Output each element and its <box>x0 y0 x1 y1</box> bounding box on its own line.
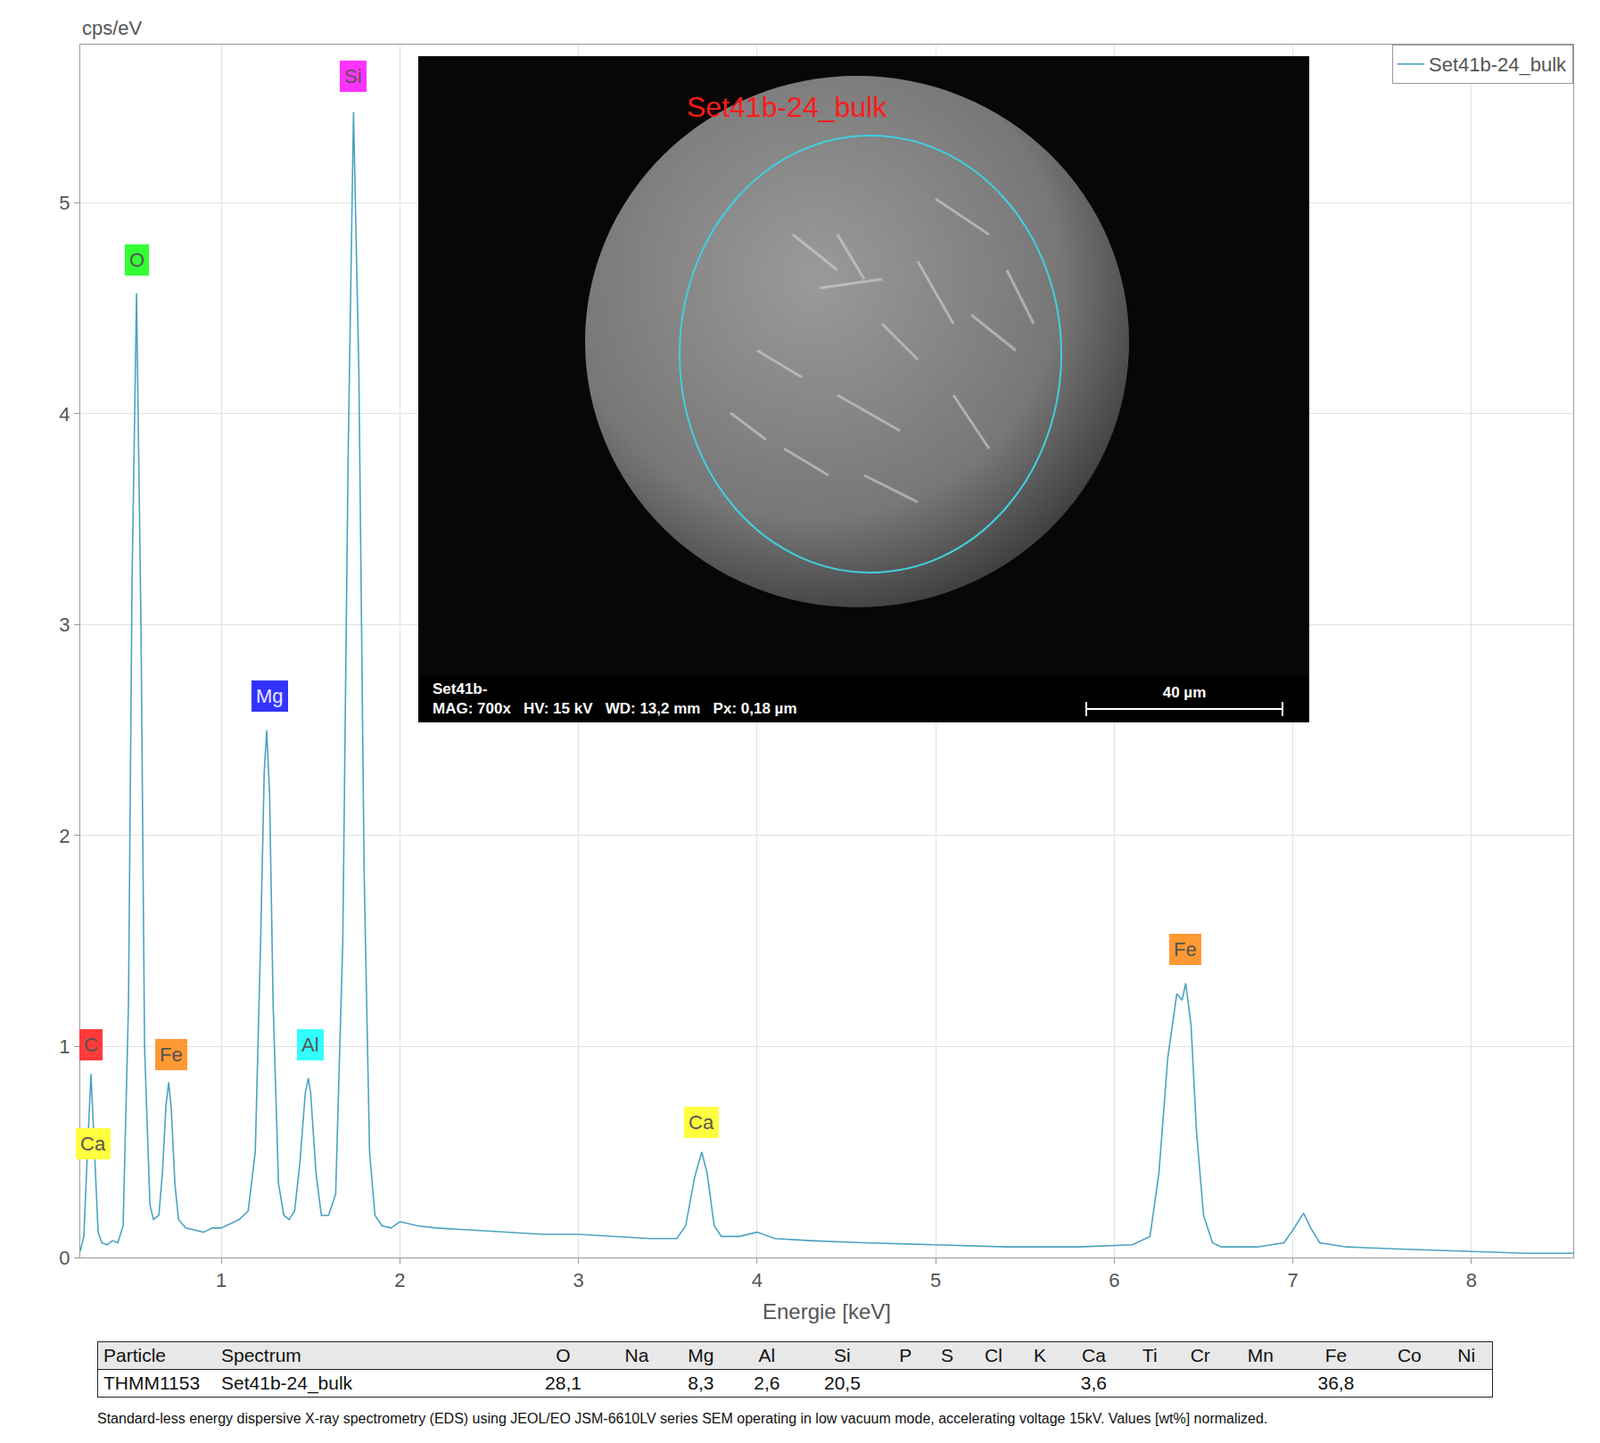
svg-text:4: 4 <box>751 1269 763 1292</box>
html-text:Ti: Ti <box>1142 1344 1158 1366</box>
html-text:2,6: 2,6 <box>753 1372 780 1394</box>
html-text:3,6: 3,6 <box>1080 1372 1107 1394</box>
svg-text:5: 5 <box>930 1269 941 1292</box>
html-text:Particle: Particle <box>103 1344 166 1366</box>
svg-text:1: 1 <box>215 1269 227 1292</box>
html-text:Al: Al <box>758 1344 776 1366</box>
svg-text:6: 6 <box>1108 1269 1120 1292</box>
svg-text:MAG: 700x HV: 15 kV WD: 13: MAG: 700x HV: 15 kV WD: 13,2 mm Px: 0,18… <box>432 700 798 718</box>
html-text:Cl: Cl <box>984 1344 1003 1366</box>
svg-text:Al: Al <box>301 1033 320 1056</box>
svg-text:Energie [keV]: Energie [keV] <box>762 1299 891 1324</box>
svg-text:2: 2 <box>58 824 70 848</box>
svg-text:cps/eV: cps/eV <box>82 16 143 40</box>
html-text:THMM1153: THMM1153 <box>103 1372 200 1394</box>
html-text:O: O <box>555 1344 571 1366</box>
html-text:P: P <box>899 1344 912 1366</box>
svg-text:Fe: Fe <box>159 1043 183 1066</box>
html-text:Spectrum: Spectrum <box>221 1344 302 1366</box>
html-text:28,1: 28,1 <box>545 1372 582 1394</box>
svg-text:Ca: Ca <box>80 1132 107 1155</box>
svg-text:0: 0 <box>58 1246 70 1270</box>
svg-text:3: 3 <box>573 1269 585 1292</box>
svg-text:Si: Si <box>344 65 363 88</box>
html-text:K: K <box>1033 1344 1047 1366</box>
html-text:36,8: 36,8 <box>1317 1372 1355 1394</box>
svg-text:40 µm: 40 µm <box>1162 684 1207 702</box>
svg-text:1: 1 <box>58 1035 70 1058</box>
html-text:Standard-less energy dispersiv: Standard-less energy dispersive X-ray sp… <box>97 1410 1268 1427</box>
html-text:Set41b-24_bulk: Set41b-24_bulk <box>221 1372 353 1394</box>
html-text:Co: Co <box>1397 1344 1422 1366</box>
svg-text:Ca: Ca <box>688 1111 715 1134</box>
svg-text:O: O <box>129 248 145 272</box>
svg-text:2: 2 <box>394 1269 405 1292</box>
html-text:Ni: Ni <box>1457 1344 1476 1366</box>
svg-text:8: 8 <box>1466 1269 1477 1292</box>
html-text:Si: Si <box>833 1344 851 1366</box>
svg-text:3: 3 <box>58 613 70 636</box>
html-text:8,3: 8,3 <box>687 1372 714 1394</box>
svg-text:Mg: Mg <box>255 684 284 708</box>
html-text:Ca: Ca <box>1081 1344 1106 1366</box>
html-text:S: S <box>940 1344 954 1366</box>
html-text:Na: Na <box>624 1344 649 1366</box>
svg-text:Set41b-24_bulk: Set41b-24_bulk <box>686 90 888 124</box>
svg-text:Set41b-: Set41b- <box>432 680 487 698</box>
svg-text:Set41b-24_bulk: Set41b-24_bulk <box>1428 53 1568 76</box>
svg-text:Fe: Fe <box>1173 938 1197 961</box>
svg-text:4: 4 <box>58 403 70 426</box>
html-text:Cr: Cr <box>1190 1344 1211 1366</box>
html-text:Fe: Fe <box>1325 1344 1347 1366</box>
svg-text:7: 7 <box>1286 1269 1298 1292</box>
html-text:Mg: Mg <box>687 1344 714 1366</box>
html-text:20,5: 20,5 <box>824 1372 861 1394</box>
svg-text:C: C <box>83 1033 99 1056</box>
svg-text:5: 5 <box>58 191 70 215</box>
html-text:Mn: Mn <box>1247 1344 1274 1366</box>
